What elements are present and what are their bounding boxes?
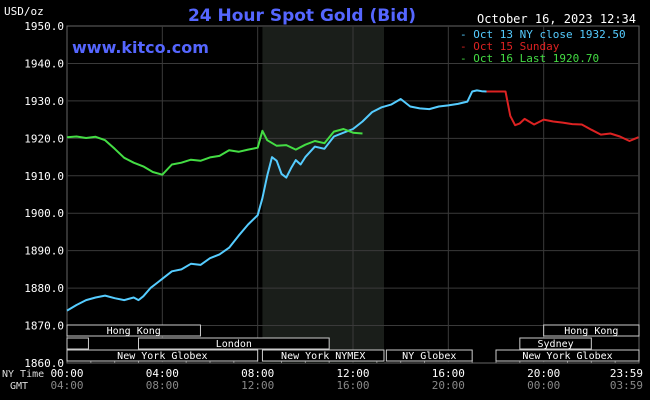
x-tick-label-ny: 23:59: [610, 367, 643, 380]
legend-item-oct13: - Oct 13 NY close 1932.50: [460, 28, 626, 41]
session-bar: New York NYMEX: [261, 349, 385, 362]
gmt-label: GMT: [10, 381, 28, 392]
x-tick-label-ny: 04:00: [146, 367, 179, 380]
timestamp: October 16, 2023 12:34: [477, 12, 636, 26]
x-tick-label-ny: 20:00: [527, 367, 560, 380]
session-box: [543, 324, 640, 337]
session-box: [66, 349, 259, 362]
session-bar: Sydney: [519, 337, 592, 350]
session-bar: Hong Kong: [66, 324, 201, 337]
x-tick-label-ny: 12:00: [336, 367, 369, 380]
y-tick-label: 1920.0: [24, 132, 64, 145]
series-line-1: [486, 90, 639, 142]
x-tick-label-ny: 08:00: [241, 367, 274, 380]
legend-item-oct16: - Oct 16 Last 1920.70: [460, 52, 599, 65]
session-bar: London: [138, 337, 330, 350]
x-tick-label-gmt: 12:00: [241, 379, 274, 392]
x-tick-label-ny: 00:00: [50, 367, 83, 380]
x-tick-label-ny: 16:00: [432, 367, 465, 380]
session-box: [495, 349, 640, 362]
session-bar: Hong Kong: [543, 324, 640, 337]
series-line-2: [66, 128, 363, 176]
series-line-0: [66, 89, 487, 312]
x-tick-label-gmt: 08:00: [146, 379, 179, 392]
x-tick-label-gmt: 03:59: [610, 379, 643, 392]
session-box: [66, 337, 89, 350]
session-label: Hong Kong: [564, 326, 618, 337]
x-tick-label-gmt: 16:00: [336, 379, 369, 392]
session-label: Hong Kong: [107, 326, 161, 337]
session-bar: [66, 337, 89, 350]
session-box: [66, 324, 201, 337]
ny-time-label: NY Time: [2, 369, 44, 380]
session-label: NY Globex: [402, 351, 456, 362]
x-tick-label-gmt: 20:00: [432, 379, 465, 392]
y-tick-label: 1950.0: [24, 20, 64, 33]
y-tick-label: 1930.0: [24, 95, 64, 108]
y-tick-label: 1880.0: [24, 282, 64, 295]
y-tick-label: 1860.0: [24, 357, 64, 370]
y-axis-unit: USD/oz: [4, 5, 44, 18]
session-box: [261, 349, 385, 362]
session-label: New York NYMEX: [281, 351, 365, 362]
site-watermark: www.kitco.com: [72, 38, 209, 57]
y-tick-label: 1900.0: [24, 207, 64, 220]
session-label: New York Globex: [117, 351, 207, 362]
legend: - Oct 13 NY close 1932.50 - Oct 15 Sunda…: [460, 28, 626, 65]
session-box: [385, 349, 473, 362]
session-bar: New York Globex: [495, 349, 640, 362]
session-box: [138, 337, 330, 350]
session-box: [519, 337, 592, 350]
session-bar: New York Globex: [66, 349, 259, 362]
y-tick-label: 1940.0: [24, 57, 64, 70]
y-tick-label: 1890.0: [24, 245, 64, 258]
session-label: London: [216, 339, 252, 350]
nymex-session-shade: [262, 27, 384, 363]
x-tick-label-gmt: 00:00: [527, 379, 560, 392]
session-label: Sydney: [538, 339, 574, 350]
session-bar: NY Globex: [385, 349, 473, 362]
chart-title: 24 Hour Spot Gold (Bid): [188, 6, 416, 26]
y-tick-label: 1870.0: [24, 320, 64, 333]
y-tick-label: 1910.0: [24, 170, 64, 183]
legend-item-oct15: - Oct 15 Sunday: [460, 40, 560, 53]
session-label: New York Globex: [522, 351, 612, 362]
x-tick-label-gmt: 04:00: [50, 379, 83, 392]
